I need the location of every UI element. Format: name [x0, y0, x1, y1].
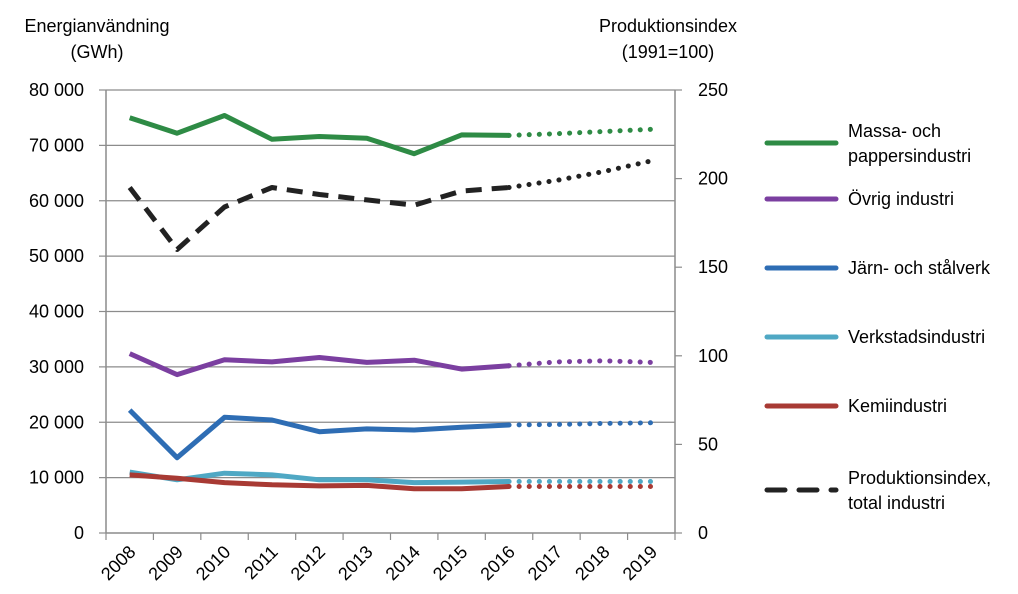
- left-axis-tick-label: 40 000: [29, 302, 84, 322]
- right-axis-tick-label: 200: [698, 169, 728, 189]
- x-axis-tick-label: 2015: [429, 542, 471, 584]
- x-axis-tick-label: 2008: [97, 542, 139, 584]
- legend-label: pappersindustri: [848, 146, 971, 166]
- series-line-0: [128, 113, 510, 157]
- x-axis-tick-label: 2009: [144, 542, 186, 584]
- left-axis-title-line2: (GWh): [71, 42, 124, 62]
- x-axis-tick-labels: 2008 2009 2010 2011 2012 2013 2014 2015 2016 2017…: [97, 542, 661, 584]
- legend-label: Kemiindustri: [848, 396, 947, 416]
- right-axis-tick-labels: 0 50 100 150 200 250: [698, 80, 728, 543]
- x-axis-tick-label: 2012: [287, 542, 329, 584]
- right-axis-title-line1: Produktionsindex: [599, 16, 737, 36]
- x-axis-tick-label: 2018: [571, 542, 613, 584]
- right-axis-tick-label: 250: [698, 80, 728, 100]
- left-axis-tick-label: 80 000: [29, 80, 84, 100]
- series-line-5: [127, 185, 510, 252]
- left-axis-tick-label: 20 000: [29, 412, 84, 432]
- x-axis-tick-label: 2019: [619, 542, 661, 584]
- left-axis-tick-label: 60 000: [29, 191, 84, 211]
- legend-label: total industri: [848, 493, 945, 513]
- left-axis-tick-label: 70 000: [29, 135, 84, 155]
- right-axis-title-line2: (1991=100): [622, 42, 715, 62]
- legend: Massa- och pappersindustri Övrig industri J…: [764, 121, 991, 513]
- series-forecast-line-0: [506, 126, 654, 138]
- left-axis-tick-labels: 0 10 000 20 000 30 000 40 000 50 000 60 000 70 …: [29, 80, 84, 543]
- x-axis-tick-label: 2014: [382, 542, 424, 584]
- axes: [99, 89, 682, 540]
- left-axis-tick-label: 50 000: [29, 246, 84, 266]
- series-forecast-line-1: [506, 358, 654, 369]
- right-axis-tick-label: 0: [698, 523, 708, 543]
- left-axis-tick-label: 10 000: [29, 468, 84, 488]
- right-axis-tick-label: 50: [698, 434, 718, 454]
- legend-label: Järn- och stålverk: [848, 258, 991, 278]
- left-axis-title-line1: Energianvändning: [24, 16, 169, 36]
- legend-label: Verkstadsindustri: [848, 327, 985, 347]
- series-forecast-line-5: [506, 158, 654, 190]
- series-line-1: [128, 351, 510, 378]
- series-line-4: [129, 472, 510, 492]
- series-line-2: [127, 408, 510, 461]
- series-forecast-line-2: [506, 420, 654, 428]
- legend-label: Övrig industri: [848, 189, 954, 209]
- x-axis-tick-label: 2013: [334, 542, 376, 584]
- x-axis-tick-label: 2010: [192, 542, 234, 584]
- right-axis-tick-label: 100: [698, 346, 728, 366]
- legend-label: Produktionsindex,: [848, 468, 991, 488]
- right-axis-tick-label: 150: [698, 257, 728, 277]
- x-axis-tick-label: 2016: [476, 542, 518, 584]
- series-lines: [127, 113, 654, 492]
- left-axis-tick-label: 30 000: [29, 357, 84, 377]
- x-axis-tick-label: 2017: [524, 542, 566, 584]
- left-axis-tick-label: 0: [74, 523, 84, 543]
- x-axis-tick-label: 2011: [240, 542, 282, 584]
- legend-label: Massa- och: [848, 121, 941, 141]
